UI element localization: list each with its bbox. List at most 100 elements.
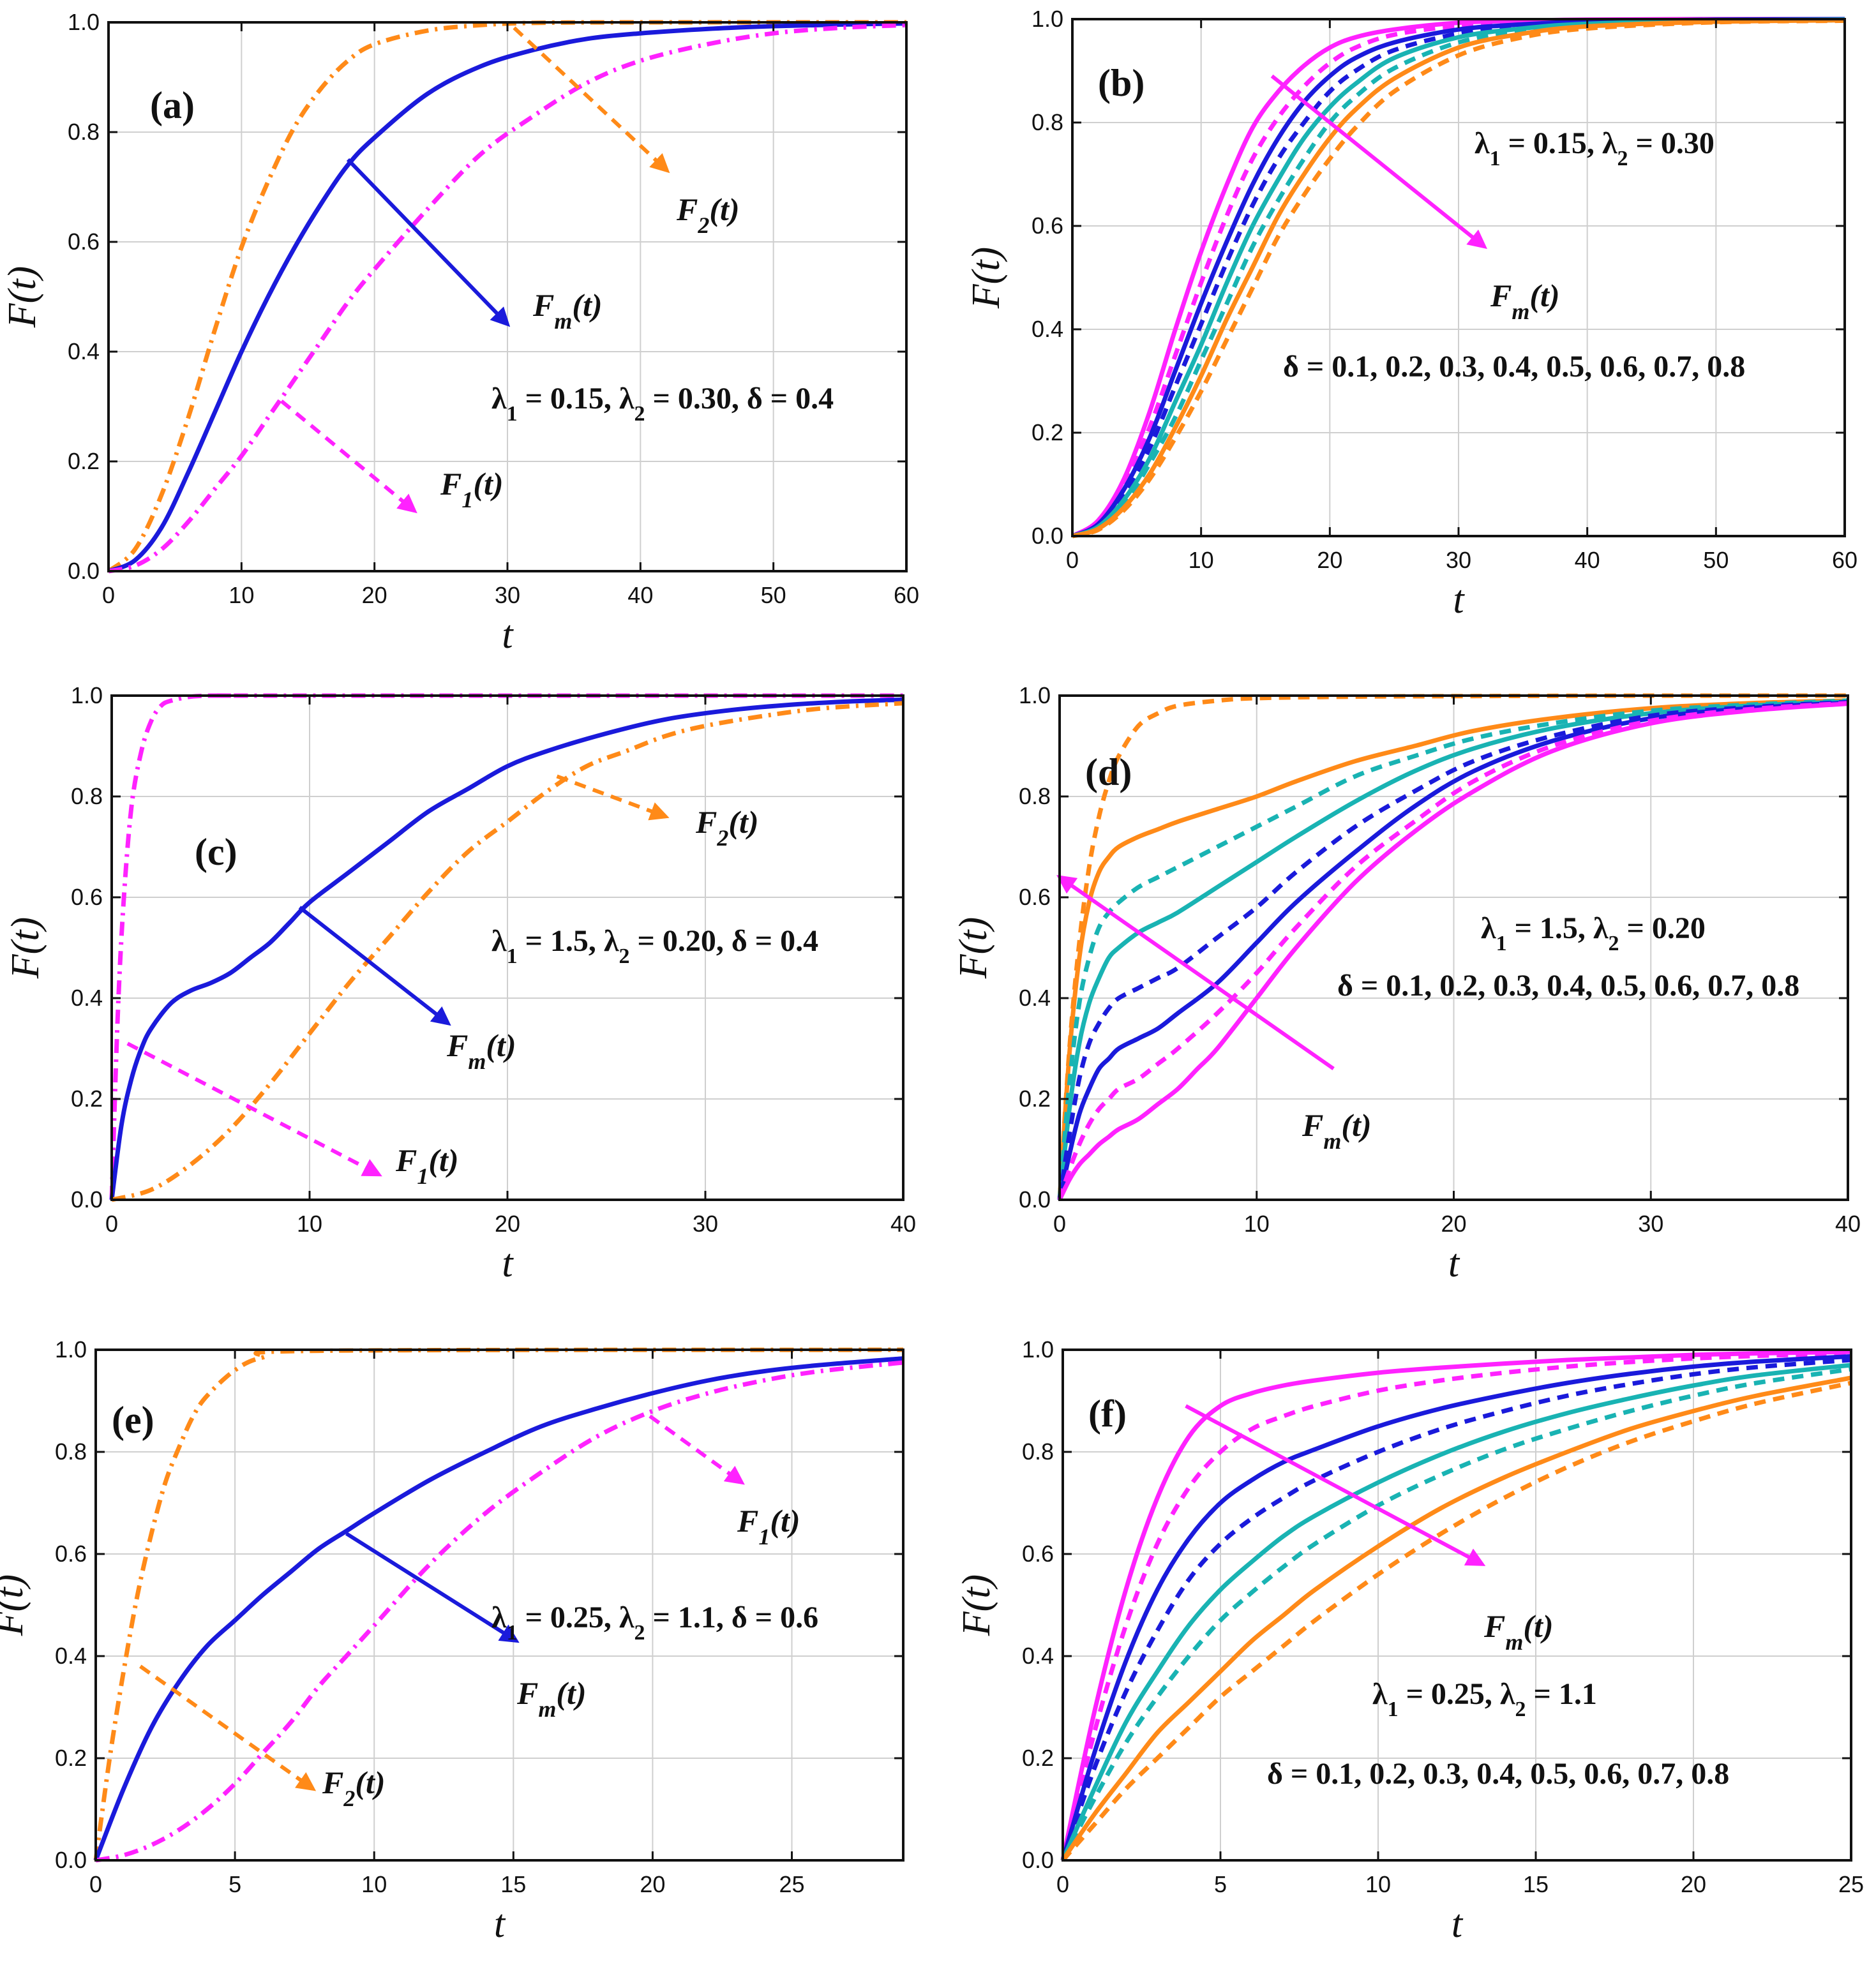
curve-label: F1(t) [737, 1503, 800, 1550]
y-tick-label: 1.0 [71, 682, 103, 708]
parameter-text: λ1 = 0.25, λ2 = 1.1 [1372, 1677, 1597, 1721]
y-tick-label: 0.2 [68, 448, 100, 474]
x-tick-label: 40 [1575, 547, 1600, 573]
series-line-f-0 [1060, 1349, 1852, 1861]
delta-values-text: δ = 0.1, 0.2, 0.3, 0.4, 0.5, 0.6, 0.7, 0… [1283, 350, 1745, 384]
y-tick-label: 1.0 [1019, 682, 1051, 708]
parameter-text: λ1 = 1.5, λ2 = 0.20, δ = 0.4 [492, 924, 818, 968]
y-tick-label: 0.4 [1032, 316, 1063, 342]
series-line-d-6 [1057, 701, 1849, 1201]
curve-label: F2(t) [676, 191, 740, 238]
panel-a: 0 10 20 30 40 50 60 0.0 0.2 0.4 0.6 0.8 1.0 t F(t) (a) λ… [1, 9, 919, 657]
series-line-f-7 [1061, 1380, 1852, 1862]
series-line-e-0 [93, 1347, 904, 1861]
x-tick-label: 5 [1214, 1871, 1227, 1897]
curve-label: Fm(t) [1490, 278, 1560, 324]
series-line-f-6 [1061, 1375, 1852, 1862]
x-tick-label: 5 [229, 1871, 241, 1897]
series-line-c-0 [109, 693, 903, 1200]
x-tick-label: 10 [1244, 1211, 1270, 1237]
y-tick-label: 0.2 [55, 1745, 87, 1771]
x-tick-label: 20 [495, 1211, 520, 1237]
y-tick-label: 0.8 [68, 119, 100, 145]
x-tick-label: 40 [627, 582, 653, 608]
x-tick-label: 15 [1523, 1871, 1549, 1897]
y-tick-label: 0.0 [1022, 1847, 1054, 1873]
series-line-f-2 [1060, 1354, 1852, 1861]
x-tick-label: 40 [1835, 1211, 1861, 1237]
y-tick-label: 0.6 [71, 884, 103, 910]
annotation-arrow-c-1 [298, 906, 451, 1026]
curve-label: F1(t) [395, 1142, 459, 1189]
annotation-arrow-b-0 [1270, 74, 1488, 250]
x-tick-label: 10 [1365, 1871, 1391, 1897]
annotation-arrow-e-2 [139, 1664, 317, 1791]
x-tick-label: 15 [500, 1871, 526, 1897]
series-line-e-1 [93, 1356, 904, 1862]
panel-label: (c) [195, 831, 237, 873]
x-tick-label: 10 [297, 1211, 322, 1237]
y-tick-label: 0.4 [55, 1643, 87, 1669]
y-axis-title: F(t) [1, 266, 44, 328]
y-tick-label: 0.6 [1022, 1541, 1054, 1567]
panel-label: (b) [1098, 62, 1144, 104]
y-tick-label: 1.0 [68, 9, 100, 35]
x-axis-title: t [494, 1902, 506, 1946]
parameter-text: λ1 = 1.5, λ2 = 0.20 [1481, 911, 1706, 955]
y-tick-label: 0.2 [1022, 1745, 1054, 1771]
series-line-b-7 [1072, 18, 1845, 539]
y-axis-title: F(t) [4, 917, 47, 979]
series-line-f-5 [1060, 1366, 1852, 1862]
series-line-d-1 [1057, 698, 1849, 1200]
y-axis-title: F(t) [964, 247, 1008, 309]
y-axis-title: F(t) [952, 917, 995, 979]
x-tick-label: 25 [1838, 1871, 1864, 1897]
panel-f: 0 5 10 15 20 25 0.0 0.2 0.4 0.6 0.8 1.0 t F(t) (f) λ1 =… [955, 1336, 1864, 1946]
y-tick-label: 0.8 [55, 1438, 87, 1465]
panel-label: (f) [1088, 1393, 1127, 1435]
x-tick-label: 0 [102, 582, 115, 608]
y-tick-label: 0.2 [1019, 1086, 1051, 1112]
x-tick-label: 50 [761, 582, 786, 608]
curve-label: F2(t) [695, 804, 759, 851]
x-tick-label: 10 [1189, 547, 1214, 573]
annotation-arrow-c-2 [126, 1042, 382, 1177]
annotation-arrow-e-0 [649, 1414, 745, 1485]
grid-b [1072, 19, 1845, 537]
annotation-arrow-e-1 [345, 1532, 520, 1643]
x-tick-label: 25 [779, 1871, 804, 1897]
x-tick-label: 20 [1681, 1871, 1706, 1897]
y-tick-label: 0.6 [68, 228, 100, 255]
x-tick-label: 60 [894, 582, 919, 608]
annotation-arrow-c-0 [556, 774, 670, 821]
annotation-arrow-a-1 [346, 158, 511, 327]
x-axis-title: t [1448, 1242, 1460, 1285]
curve-label: Fm(t) [516, 1675, 587, 1722]
x-tick-label: 0 [1066, 547, 1079, 573]
grid-a [108, 22, 907, 572]
curve-label: F1(t) [440, 466, 504, 512]
x-axis-title: t [1453, 578, 1465, 622]
series-line-d-3 [1057, 699, 1849, 1200]
delta-values-text: δ = 0.1, 0.2, 0.3, 0.4, 0.5, 0.6, 0.7, 0… [1267, 1757, 1729, 1791]
panel-d: 0 10 20 30 40 0.0 0.2 0.4 0.6 0.8 1.0 t F(t) (d) λ1 = … [952, 682, 1861, 1285]
x-tick-label: 0 [89, 1871, 102, 1897]
parameter-text: λ1 = 0.15, λ2 = 0.30, δ = 0.4 [492, 382, 834, 426]
y-axis-title: F(t) [0, 1574, 31, 1636]
axis-frame-f [1062, 1348, 1852, 1862]
curve-label: Fm(t) [532, 287, 603, 334]
parameter-text: λ1 = 0.25, λ2 = 1.1, δ = 0.6 [492, 1601, 818, 1645]
x-tick-label: 0 [1056, 1871, 1069, 1897]
curve-label: Fm(t) [1302, 1107, 1372, 1154]
curve-label: Fm(t) [1483, 1608, 1554, 1655]
y-tick-label: 0.2 [71, 1086, 103, 1112]
delta-values-text: δ = 0.1, 0.2, 0.3, 0.4, 0.5, 0.6, 0.7, 0… [1337, 969, 1799, 1003]
y-tick-label: 0.6 [1019, 884, 1051, 910]
x-axis-title: t [502, 613, 514, 657]
y-tick-label: 0.8 [1019, 783, 1051, 809]
y-tick-label: 0.2 [1032, 419, 1063, 445]
series-line-b-5 [1071, 18, 1845, 539]
x-tick-label: 20 [362, 582, 387, 608]
x-tick-label: 30 [693, 1211, 718, 1237]
x-tick-label: 20 [1441, 1211, 1466, 1237]
